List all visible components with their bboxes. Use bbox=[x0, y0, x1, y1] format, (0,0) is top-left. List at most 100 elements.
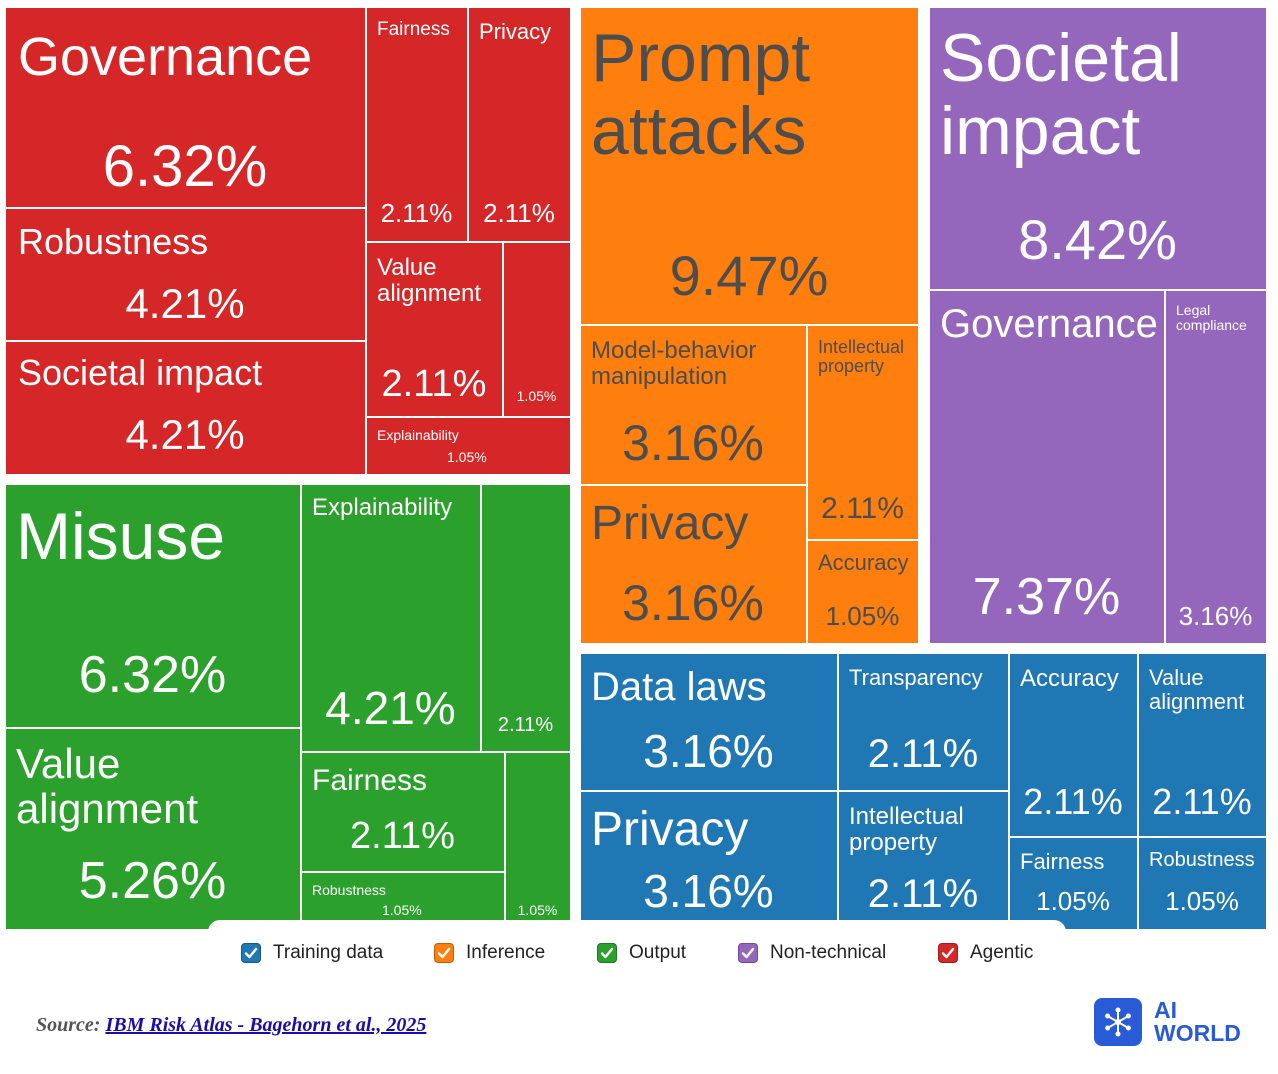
tile-label: Governance bbox=[18, 27, 313, 87]
tile-label: Privacy bbox=[591, 497, 749, 550]
source-link[interactable]: IBM Risk Atlas - Bagehorn et al., 2025 bbox=[105, 1014, 427, 1036]
tile-value: 3.16% bbox=[1178, 601, 1253, 631]
tile-inference-model-behavior-manipulation: Model-behavior manipulation 3.16% bbox=[581, 326, 808, 486]
tile-training-data-data-laws: Data laws 3.16% bbox=[581, 654, 839, 792]
tile-non-technical-societal-impact: Societal impact 8.42% bbox=[930, 8, 1268, 291]
tile-label: Accuracy bbox=[818, 550, 909, 575]
tile-label: Governance bbox=[940, 302, 1158, 346]
tile-value: 3.16% bbox=[622, 575, 764, 631]
tile-label: Intellectual property bbox=[849, 803, 964, 856]
tile-training-data-fairness: Fairness 1.05% bbox=[1010, 838, 1139, 931]
tile-label: Misuse bbox=[16, 499, 226, 573]
tile-label: Model-behavior manipulation bbox=[591, 337, 757, 390]
tile-label: Privacy bbox=[479, 19, 552, 44]
tile-label: Accuracy bbox=[1020, 665, 1119, 692]
tile-inference-prompt-attacks: Prompt attacks 9.47% bbox=[581, 8, 920, 326]
tile-label: Intellectual property bbox=[818, 337, 905, 377]
checkbox-icon[interactable] bbox=[241, 943, 261, 963]
legend-label: Training data bbox=[273, 942, 384, 963]
tile-training-data-robustness: Robustness 1.05% bbox=[1139, 838, 1268, 931]
tile-value: 1.05% bbox=[447, 449, 487, 465]
tile-value: 4.21% bbox=[325, 682, 456, 734]
tile-non-technical-legal-compliance: Legal compliance 3.16% bbox=[1166, 291, 1268, 645]
legend-label: Output bbox=[629, 942, 687, 963]
tile-value: 8.42% bbox=[1018, 208, 1177, 271]
tile-value: 1.05% bbox=[516, 388, 557, 404]
tile-value: 1.05% bbox=[517, 902, 558, 918]
tile-output-misuse: Misuse 6.32% bbox=[6, 485, 302, 729]
tile-label: Legal compliance bbox=[1176, 302, 1247, 334]
tile-value: 4.21% bbox=[125, 411, 245, 458]
tile-value: 9.47% bbox=[669, 244, 829, 307]
tile-value: 4.21% bbox=[125, 280, 245, 327]
legend-item-inference[interactable]: Inference bbox=[434, 942, 545, 964]
tile-value: 7.37% bbox=[972, 568, 1121, 626]
logo-line-1: AI bbox=[1154, 997, 1177, 1023]
tile-label: Prompt attacks bbox=[591, 20, 811, 170]
logo: AI WORLD bbox=[1094, 998, 1241, 1046]
legend-item-agentic[interactable]: Agentic bbox=[938, 942, 1033, 964]
tile-output-value-alignment: Value alignment 5.26% bbox=[6, 729, 302, 931]
legend-item-training-data[interactable]: Training data bbox=[241, 942, 383, 964]
tile-training-data-transparency: Transparency 2.11% bbox=[839, 654, 1010, 792]
legend-label: Non-technical bbox=[770, 942, 887, 963]
legend: Training data Inference Output Non-technica… bbox=[208, 920, 1066, 982]
source-note: Source: IBM Risk Atlas - Bagehorn et al.… bbox=[36, 1014, 426, 1037]
tile-label: Fairness bbox=[1020, 849, 1105, 874]
tile-label: Robustness bbox=[1149, 849, 1255, 871]
tile-agentic-privacy: Privacy 2.11% bbox=[469, 8, 572, 243]
tile-value: 2.11% bbox=[381, 363, 487, 405]
tile-inference-privacy: Privacy 3.16% bbox=[581, 486, 808, 645]
tile-label: Value alignment bbox=[1149, 665, 1245, 714]
tile-agentic-robustness: Robustness 4.21% bbox=[6, 209, 367, 342]
snowflake-network-icon bbox=[1094, 998, 1142, 1046]
tile-output-fairness: Fairness 2.11% bbox=[302, 753, 506, 873]
tile-value: 2.11% bbox=[1023, 781, 1123, 822]
tile-label: Fairness bbox=[377, 19, 450, 40]
tile-agentic-fairness: Fairness 2.11% bbox=[367, 8, 469, 243]
tile-label: Value alignment bbox=[16, 740, 199, 833]
tile-label: Societal impact bbox=[18, 352, 263, 393]
checkbox-icon[interactable] bbox=[738, 943, 758, 963]
tile-output-explainability: Explainability 4.21% bbox=[302, 485, 482, 753]
treemap: Governance 6.32% Robustness 4.21% Societal i… bbox=[6, 8, 1268, 931]
tile-value: 1.05% bbox=[1165, 886, 1239, 916]
tile-value: 3.16% bbox=[643, 865, 774, 917]
tile-value: 2.11% bbox=[497, 714, 554, 736]
checkbox-icon[interactable] bbox=[938, 943, 958, 963]
tile-label: Value alignment bbox=[377, 254, 482, 307]
tile-value: 1.05% bbox=[825, 601, 900, 631]
tile-label: Transparency bbox=[849, 665, 983, 690]
tile-agentic-societal-impact: Societal impact 4.21% bbox=[6, 342, 367, 476]
tile-training-data-accuracy: Accuracy 2.11% bbox=[1010, 654, 1139, 838]
tile-value: 2.11% bbox=[1152, 781, 1252, 822]
tile-label: Privacy bbox=[591, 803, 749, 856]
tile-value: 2.11% bbox=[867, 872, 979, 916]
tile-agentic-governance: Governance 6.32% bbox=[6, 8, 367, 209]
tile-inference-intellectual-property: Intellectual property 2.11% bbox=[808, 326, 920, 541]
legend-item-output[interactable]: Output bbox=[597, 942, 686, 964]
tile-training-data-value-alignment: Value alignment 2.11% bbox=[1139, 654, 1268, 838]
logo-text: AI WORLD bbox=[1154, 999, 1241, 1045]
tile-value: 2.11% bbox=[350, 815, 455, 857]
tile-output-unlabeled-3: 2.11% bbox=[482, 485, 572, 753]
tile-non-technical-governance: Governance 7.37% bbox=[930, 291, 1166, 645]
legend-item-non-technical[interactable]: Non-technical bbox=[738, 942, 886, 964]
tile-training-data-intellectual-property: Intellectual property 2.11% bbox=[839, 792, 1010, 931]
legend-label: Inference bbox=[466, 942, 546, 963]
tile-agentic-explainability: Explainability 1.05% bbox=[367, 418, 572, 476]
tile-label: Explainability bbox=[377, 427, 459, 443]
tile-value: 2.11% bbox=[380, 198, 453, 228]
source-prefix: Source: bbox=[36, 1014, 106, 1036]
tile-value: 3.16% bbox=[622, 415, 764, 471]
tile-label: Robustness bbox=[18, 221, 209, 262]
tile-label: Robustness bbox=[312, 882, 386, 898]
legend-label: Agentic bbox=[970, 942, 1034, 963]
checkbox-icon[interactable] bbox=[434, 943, 454, 963]
tile-inference-accuracy: Accuracy 1.05% bbox=[808, 541, 920, 645]
tile-value: 6.32% bbox=[102, 134, 268, 199]
tile-agentic-value-alignment: Value alignment 2.11% bbox=[367, 243, 504, 418]
tile-value: 6.32% bbox=[78, 646, 227, 704]
checkbox-icon[interactable] bbox=[597, 943, 617, 963]
tile-value: 2.11% bbox=[821, 492, 904, 525]
